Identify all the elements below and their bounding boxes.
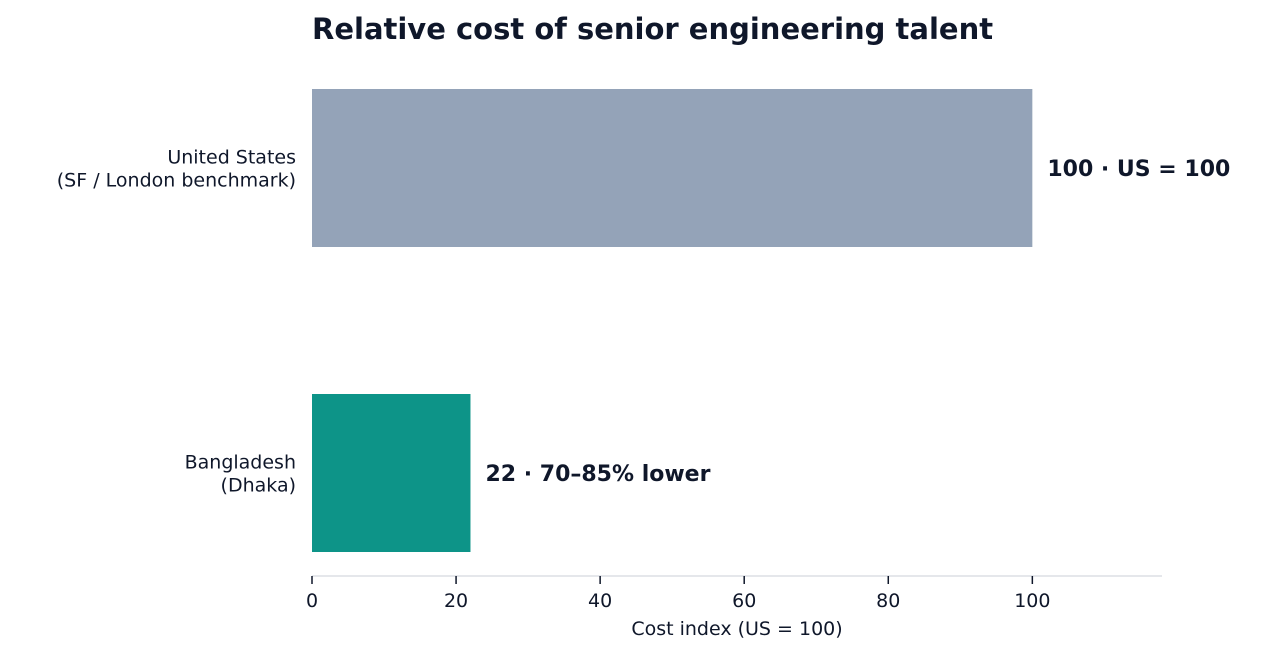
data-label-0: 100 · US = 100 [1047, 157, 1230, 182]
bar-0 [312, 89, 1033, 247]
x-tick-label-0: 0 [306, 590, 318, 612]
category-label-1: Bangladesh (Dhaka) [185, 452, 296, 497]
x-tick-label-20: 20 [444, 590, 468, 612]
category-labels: United States (SF / London benchmark) Bang… [57, 147, 296, 497]
data-label-1: 22 · 70–85% lower [485, 462, 710, 487]
x-axis-ticks: 0 20 40 60 80 100 [306, 576, 1050, 612]
bars-layer [312, 89, 1033, 552]
bar-1 [312, 394, 471, 552]
x-tick-label-60: 60 [732, 590, 756, 612]
x-tick-label-100: 100 [1014, 590, 1050, 612]
category-label-0: United States (SF / London benchmark) [57, 147, 296, 192]
x-tick-label-40: 40 [588, 590, 612, 612]
data-labels: 100 · US = 100 22 · 70–85% lower [485, 157, 1230, 487]
x-axis-title: Cost index (US = 100) [631, 618, 842, 640]
x-tick-label-80: 80 [876, 590, 900, 612]
chart-title: Relative cost of senior engineering tale… [312, 12, 993, 46]
